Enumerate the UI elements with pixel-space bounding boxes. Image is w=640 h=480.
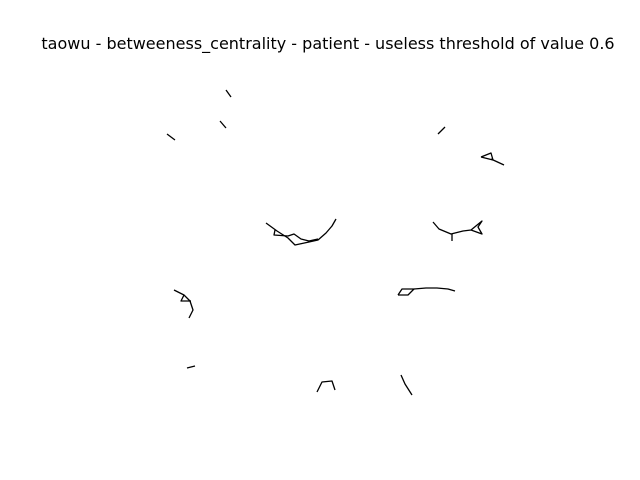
edge-group-12 (400, 374, 413, 396)
network-edge (225, 89, 232, 98)
network-edge (490, 158, 505, 166)
network-edge (265, 218, 337, 246)
network-edge (219, 120, 227, 129)
network-edge (173, 289, 194, 319)
network-edge (273, 229, 319, 242)
network-edge (316, 380, 336, 393)
network-edge (413, 287, 456, 292)
edge-group-3 (166, 133, 176, 141)
edge-group-10 (186, 365, 196, 369)
network-edge (186, 365, 196, 369)
edge-group-2 (219, 120, 227, 129)
network-edge (432, 220, 483, 235)
edge-group-11 (316, 380, 336, 393)
figure-title: taowu - betweeness_centrality - patient … (41, 34, 615, 53)
edge-group-7 (432, 220, 483, 241)
edge-group-6 (265, 218, 337, 246)
edge-group-8 (173, 289, 194, 319)
network-edge (166, 133, 176, 141)
edge-group-4 (437, 126, 446, 135)
network-edge (480, 152, 494, 161)
edge-group-5 (480, 152, 505, 166)
edge-group-9 (397, 287, 456, 296)
network-edge (180, 294, 191, 302)
edge-group-1 (225, 89, 232, 98)
network-edge (437, 126, 446, 135)
network-edge (397, 288, 415, 296)
network-edge (400, 374, 413, 396)
